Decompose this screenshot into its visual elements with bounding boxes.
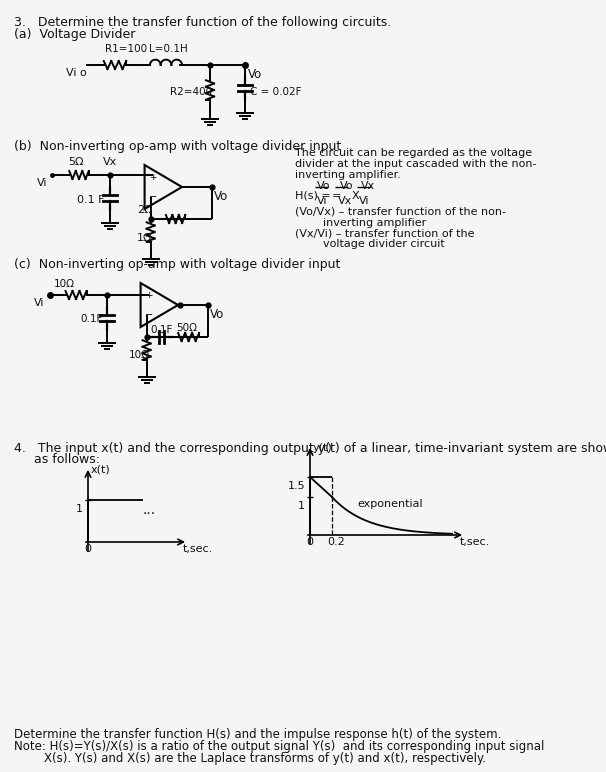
Text: +: + xyxy=(149,173,156,181)
Text: 4.   The input x(t) and the corresponding output y(t) of a linear, time-invarian: 4. The input x(t) and the corresponding … xyxy=(14,442,606,455)
Text: +: + xyxy=(145,290,152,300)
Text: 5Ω: 5Ω xyxy=(68,157,84,167)
Text: (Vx/Vi) – transfer function of the: (Vx/Vi) – transfer function of the xyxy=(295,228,474,238)
Text: Vi: Vi xyxy=(317,196,327,206)
Text: 1: 1 xyxy=(298,501,305,511)
Text: −: − xyxy=(148,192,157,202)
Text: L=0.1H: L=0.1H xyxy=(149,44,188,54)
Text: R1=100: R1=100 xyxy=(105,44,147,54)
Text: (b)  Non-inverting op-amp with voltage divider input: (b) Non-inverting op-amp with voltage di… xyxy=(14,140,341,153)
Text: X(s). Y(s) and X(s) are the Laplace transforms of y(t) and x(t), respectively.: X(s). Y(s) and X(s) are the Laplace tran… xyxy=(14,752,486,765)
Text: ...: ... xyxy=(143,503,156,517)
Text: as follows:: as follows: xyxy=(14,453,100,466)
Text: 1: 1 xyxy=(76,504,83,514)
Text: divider at the input cascaded with the non-: divider at the input cascaded with the n… xyxy=(295,159,536,169)
Text: (a)  Voltage Divider: (a) Voltage Divider xyxy=(14,28,135,41)
Text: 0: 0 xyxy=(306,537,313,547)
Text: Vi: Vi xyxy=(359,196,370,206)
Text: Vo: Vo xyxy=(214,190,228,203)
Text: Note: H(s)=Y(s)/X(s) is a ratio of the output signal Y(s)  and its corresponding: Note: H(s)=Y(s)/X(s) is a ratio of the o… xyxy=(14,740,544,753)
Text: (Vo/Vx) – transfer function of the non-: (Vo/Vx) – transfer function of the non- xyxy=(295,207,506,217)
Text: X: X xyxy=(352,191,359,201)
Text: y(t): y(t) xyxy=(313,443,333,453)
Text: 10Ω: 10Ω xyxy=(128,350,150,360)
Text: voltage divider circuit: voltage divider circuit xyxy=(323,239,445,249)
Text: exponential: exponential xyxy=(357,499,422,509)
Text: Vo: Vo xyxy=(317,181,330,191)
Text: Vi o: Vi o xyxy=(66,68,87,78)
Text: 1Ω: 1Ω xyxy=(136,233,152,243)
Text: inverting amplifier: inverting amplifier xyxy=(323,218,426,228)
Text: The circuit can be regarded as the voltage: The circuit can be regarded as the volta… xyxy=(295,148,532,158)
Text: C = 0.02F: C = 0.02F xyxy=(250,87,302,97)
Text: x(t): x(t) xyxy=(91,465,111,475)
Text: Vo: Vo xyxy=(340,181,353,191)
Text: 0.1 F: 0.1 F xyxy=(77,195,104,205)
Text: t,sec.: t,sec. xyxy=(183,544,213,554)
Text: 3.   Determine the transfer function of the following circuits.: 3. Determine the transfer function of th… xyxy=(14,16,391,29)
Text: −: − xyxy=(145,310,153,320)
Text: R2=400: R2=400 xyxy=(170,87,212,97)
Text: 0: 0 xyxy=(84,544,91,554)
Text: =: = xyxy=(332,191,345,201)
Text: 1.5: 1.5 xyxy=(287,481,305,491)
Text: Vx: Vx xyxy=(103,157,117,167)
Text: Vx: Vx xyxy=(361,181,375,191)
Text: Vo: Vo xyxy=(210,308,224,321)
Text: Determine the transfer function H(s) and the impulse response h(t) of the system: Determine the transfer function H(s) and… xyxy=(14,728,501,741)
Text: inverting amplifier.: inverting amplifier. xyxy=(295,170,401,180)
Text: H(s) =: H(s) = xyxy=(295,191,335,201)
Text: (c)  Non-inverting op-amp with voltage divider input: (c) Non-inverting op-amp with voltage di… xyxy=(14,258,341,271)
Text: 0.1F: 0.1F xyxy=(80,314,102,324)
Text: 10Ω: 10Ω xyxy=(54,279,75,289)
Text: 0.2: 0.2 xyxy=(327,537,345,547)
Text: 0.1F: 0.1F xyxy=(151,325,173,335)
Text: Vo: Vo xyxy=(248,68,262,81)
Text: Vi: Vi xyxy=(37,178,47,188)
Text: Vx: Vx xyxy=(338,196,352,206)
Text: Vi: Vi xyxy=(34,298,44,308)
Text: t,sec.: t,sec. xyxy=(460,537,490,547)
Text: 50Ω: 50Ω xyxy=(176,323,198,333)
Text: 2Ω: 2Ω xyxy=(137,205,153,215)
